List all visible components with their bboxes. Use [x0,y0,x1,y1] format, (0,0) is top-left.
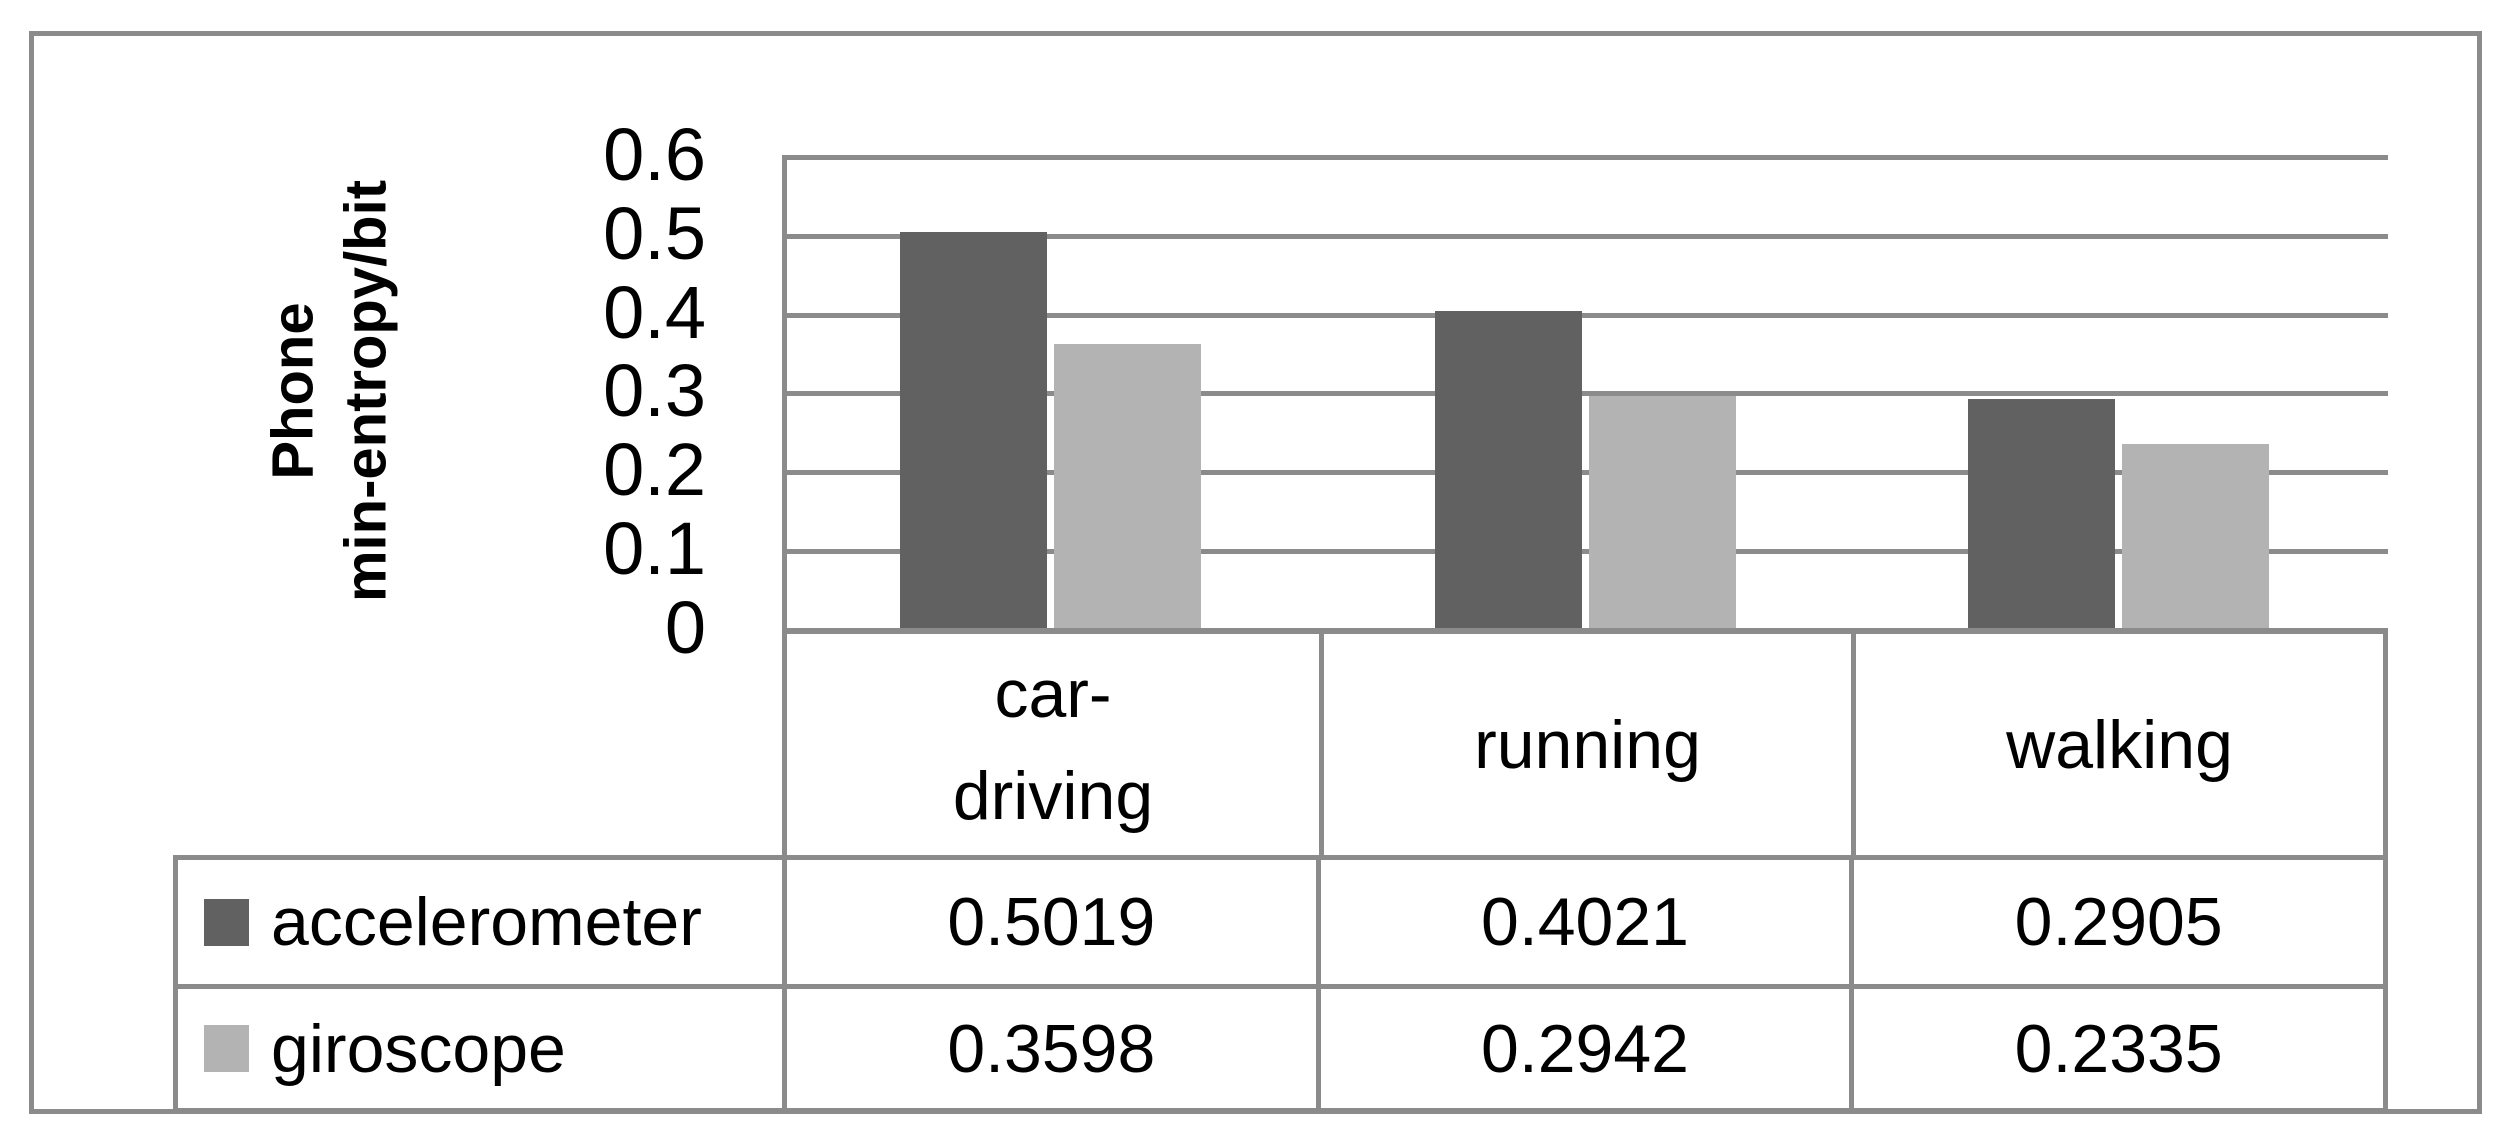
gridline [782,234,2388,239]
category-axis-row: car- driving running walking [782,628,2388,855]
y-tick-label: 0.4 [603,271,706,354]
y-tick-label: 0.1 [603,507,706,590]
giroscope-series-key-swatch [204,1025,249,1072]
table-cell-giroscope-running: 0.2942 [1315,984,1850,1108]
table-cell-accelerometer-running: 0.4021 [1315,860,1850,984]
table-cell-giroscope-walking: 0.2335 [1849,984,2383,1108]
y-axis-line [782,155,787,628]
gridline [782,470,2388,475]
legend-label-accelerometer: accelerometer [271,884,702,960]
category-label-walking: walking [1851,634,2383,855]
gridline [782,313,2388,318]
plot-area [782,155,2388,628]
category-label-car-driving: car- driving [952,655,1154,834]
legend-label-giroscope: giroscope [271,1010,566,1087]
table-cell-giroscope-car-driving: 0.3598 [782,984,1316,1108]
legend-item-accelerometer: accelerometer [178,860,782,984]
y-tick-label: 0.5 [603,192,706,275]
bar-accelerometer-running [1435,311,1582,628]
y-tick-label: 0.3 [603,349,706,432]
bar-accelerometer-walking [1968,399,2115,628]
bar-giroscope-walking [2122,444,2269,628]
gridline [782,391,2388,396]
bar-accelerometer-car-driving [900,232,1047,628]
table-cell-accelerometer-car-driving: 0.5019 [782,860,1316,984]
bar-giroscope-running [1589,396,1736,628]
legend-item-giroscope: giroscope [178,984,782,1108]
gridline [782,549,2388,554]
gridline [782,155,2388,160]
table-cell-accelerometer-walking: 0.2905 [1849,860,2383,984]
data-table: accelerometer 0.5019 0.4021 0.2905 giros… [173,855,2388,1113]
y-tick-label: 0 [664,586,706,669]
category-label-running: running [1319,634,1851,855]
bar-giroscope-car-driving [1054,344,1201,628]
accelerometer-series-key-swatch [204,898,249,946]
y-tick-label: 0.6 [603,113,706,196]
y-tick-label: 0.2 [603,428,706,511]
